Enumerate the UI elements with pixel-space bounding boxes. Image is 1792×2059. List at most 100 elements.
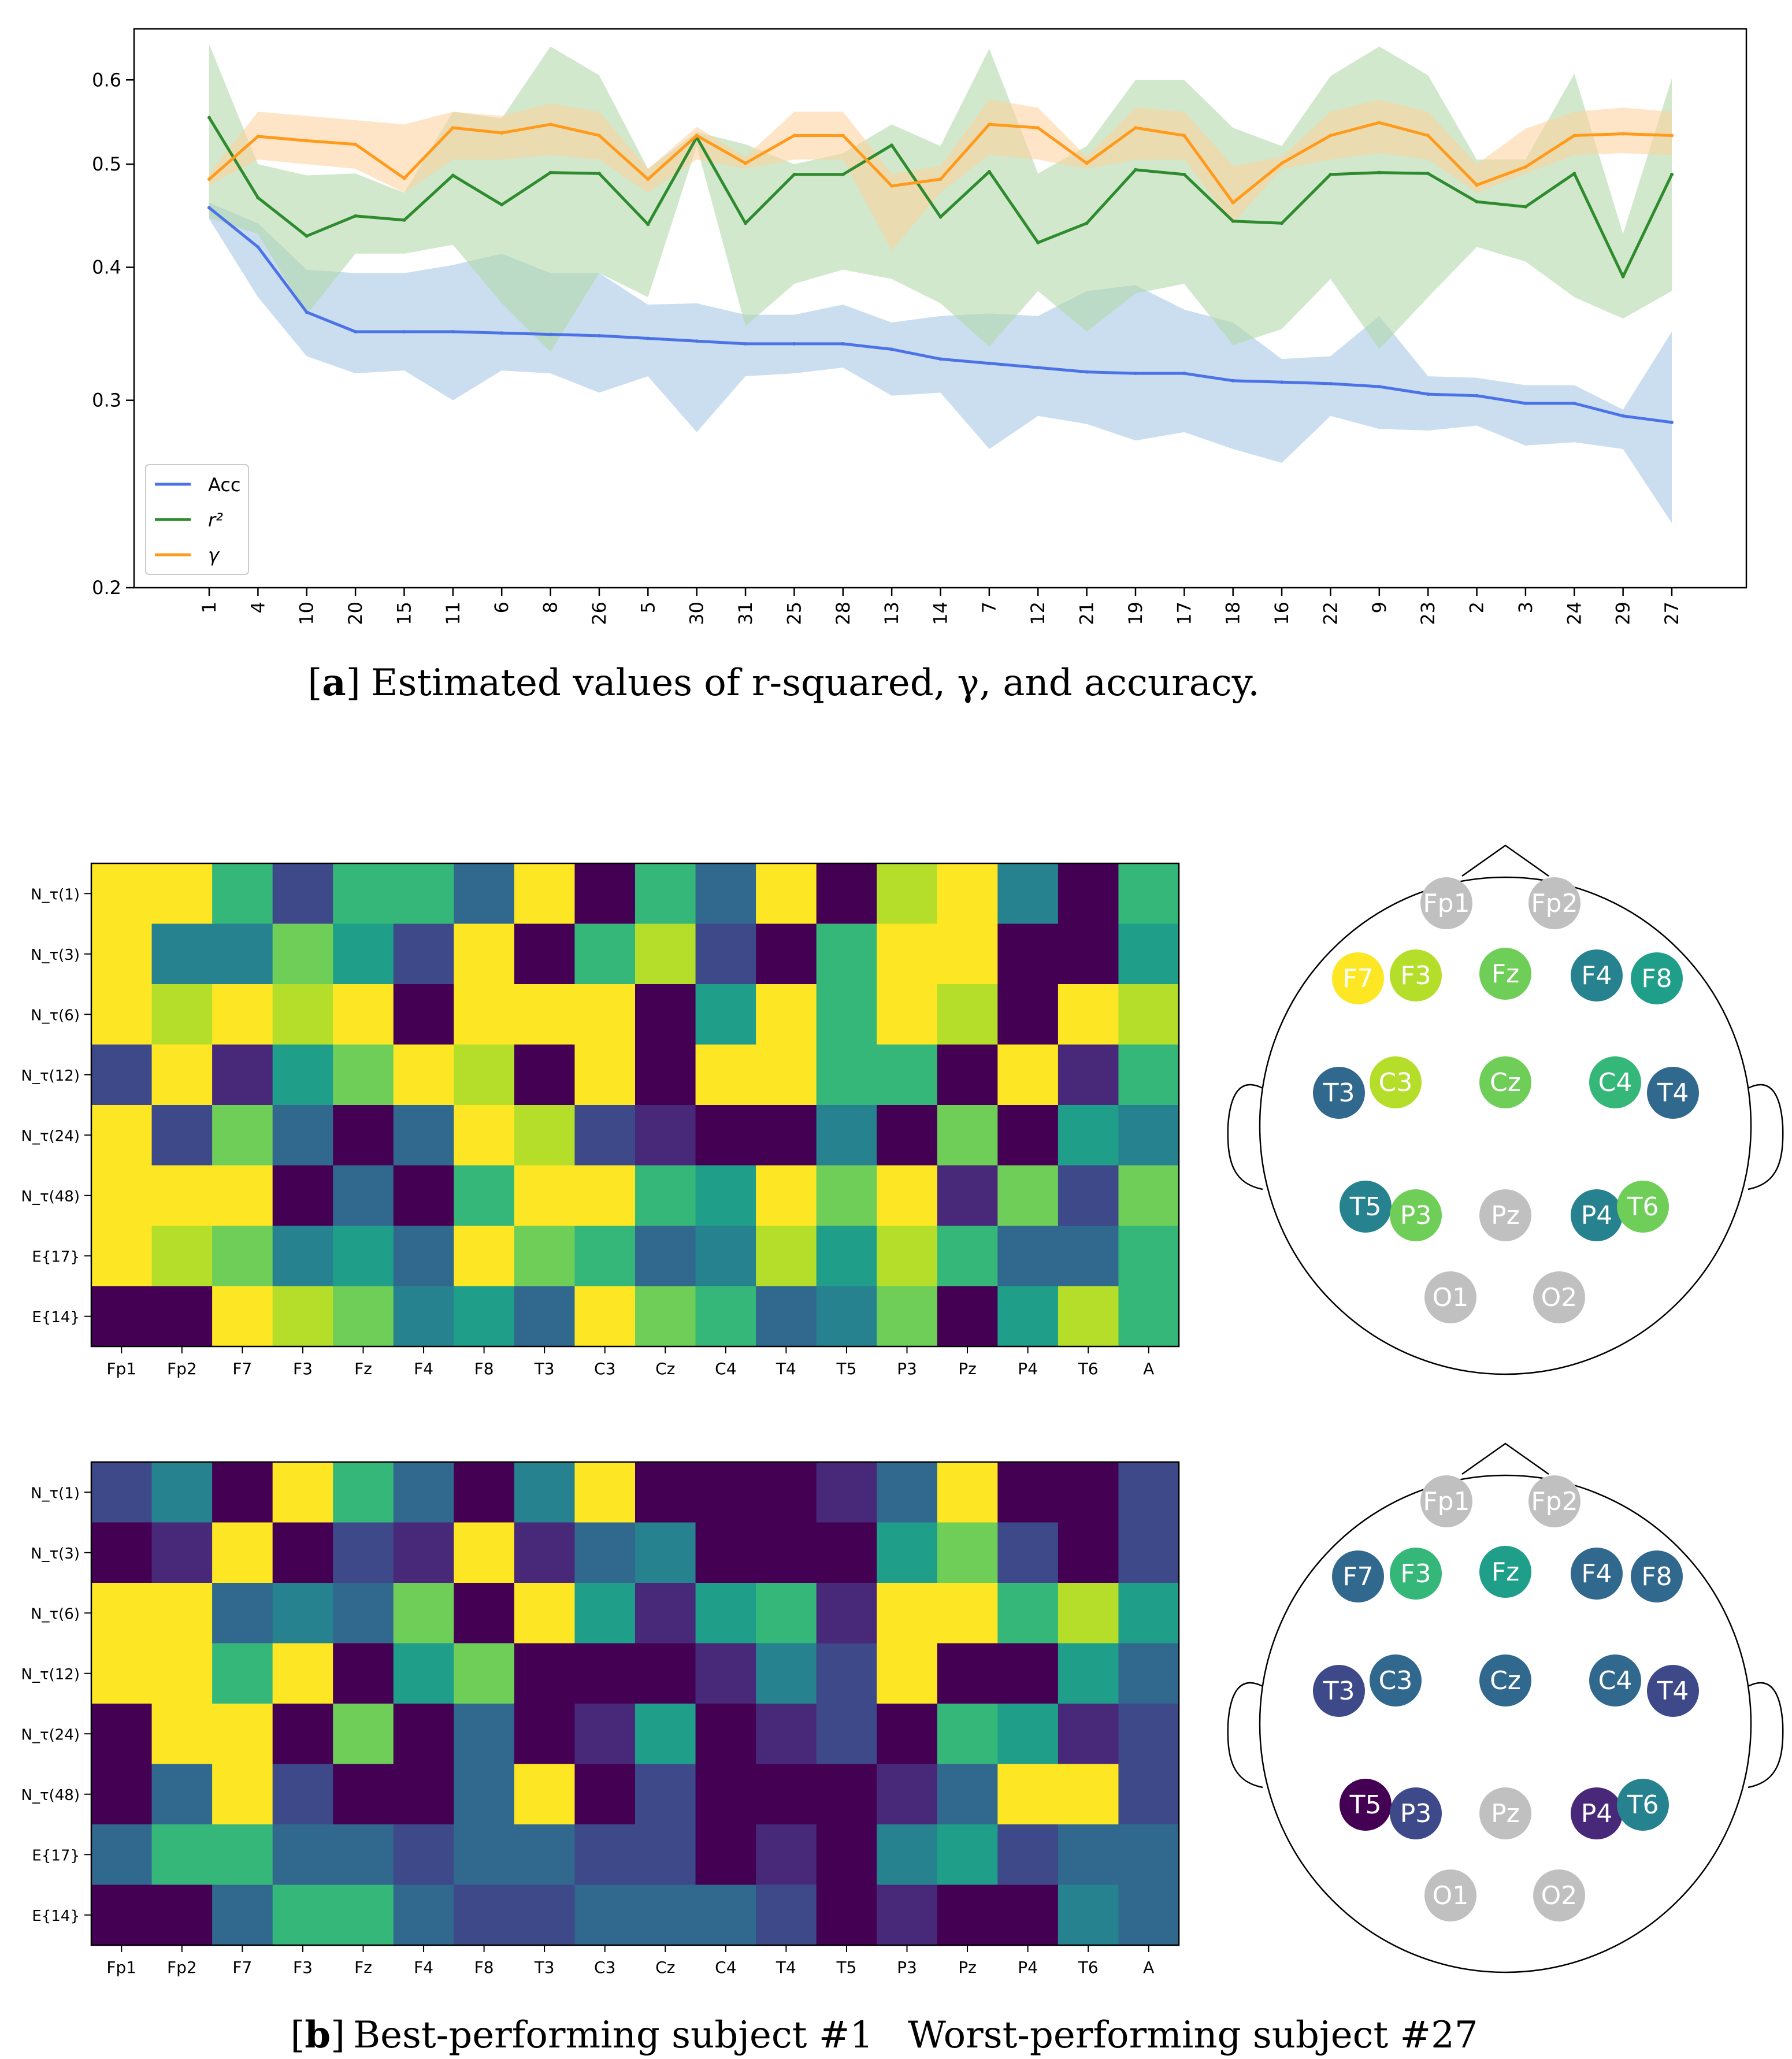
cell-N_τ(1)-P3 [877,863,938,925]
cell-E{17}-T3 [514,1824,576,1886]
point-Acc-29 [1621,414,1625,418]
cell-N_τ(6)-F4 [393,984,454,1045]
column-label: F3 [293,1359,313,1378]
cell-E{17}-T4 [756,1824,817,1886]
point-gamma-6 [500,131,504,135]
cell-N_τ(48)-A [1118,1764,1179,1825]
caption-b-bracket-open: [ [290,2014,305,2057]
cell-N_τ(48)-Cz [635,1764,696,1825]
electrode-Fp1 [1420,1475,1472,1527]
cell-N_τ(1)-F4 [393,863,454,925]
cell-N_τ(6)-T4 [756,984,817,1045]
cell-E{14}-P3 [877,1286,938,1347]
cell-N_τ(3)-T5 [816,923,877,985]
electrode-O1 [1424,1869,1476,1921]
cell-E{17}-P4 [997,1824,1059,1886]
x-tick-label: 19 [1125,602,1147,625]
cell-N_τ(6)-F8 [454,1583,515,1644]
cell-E{17}-Fz [333,1824,394,1886]
electrode-label: T5 [1349,1192,1382,1222]
cell-N_τ(48)-T3 [514,1764,576,1825]
cell-E{14}-T4 [756,1286,817,1347]
cell-N_τ(24)-Pz [937,1105,998,1166]
point-r2-24 [1572,172,1576,176]
cell-E{14}-Fp1 [91,1884,153,1946]
point-r2-25 [792,172,796,176]
cell-N_τ(1)-A [1118,863,1179,925]
row-label: N_τ(48) [21,1787,80,1804]
cell-N_τ(48)-F4 [393,1165,454,1226]
cell-E{17}-T6 [1058,1226,1119,1287]
electrode-label: Fp2 [1531,889,1578,918]
cell-N_τ(12)-A [1118,1643,1179,1704]
cell-N_τ(12)-Cz [635,1643,696,1704]
row-label: E{17} [32,1847,80,1864]
electrode-F4 [1571,949,1623,1001]
electrode-label: Cz [1490,1666,1521,1696]
cell-N_τ(1)-P4 [997,1462,1059,1523]
cell-N_τ(48)-F7 [212,1764,273,1825]
cell-N_τ(48)-C4 [695,1764,756,1825]
cell-N_τ(3)-Pz [937,1522,998,1583]
electrode-label: T3 [1323,1676,1355,1706]
cell-E{14}-A [1118,1884,1179,1946]
cell-N_τ(6)-Cz [635,1583,696,1644]
point-gamma-2 [1475,183,1479,187]
electrode-label: O1 [1433,1283,1469,1312]
electrode-label: F3 [1400,961,1431,990]
column-label: P4 [1018,1958,1038,1977]
cell-E{14}-T3 [514,1884,576,1946]
column-label: P3 [897,1958,917,1977]
point-Acc-9 [1377,385,1381,388]
cell-N_τ(24)-F4 [393,1704,454,1765]
cell-N_τ(3)-C3 [574,923,636,985]
cell-N_τ(3)-T3 [514,923,576,985]
cell-N_τ(24)-F3 [272,1105,333,1166]
y-tick-label: 0.6 [92,69,121,91]
column-label: A [1143,1958,1154,1977]
cell-N_τ(6)-A [1118,1583,1179,1644]
cell-N_τ(3)-F3 [272,1522,333,1583]
electrode-label: Pz [1491,1201,1520,1230]
nose-outline [1461,844,1549,877]
point-r2-13 [890,143,894,147]
cell-N_τ(1)-F3 [272,863,333,925]
electrode-P3 [1390,1787,1442,1839]
x-tick-label: 31 [734,602,756,625]
cell-N_τ(12)-F7 [212,1044,273,1105]
cell-E{14}-F3 [272,1884,333,1946]
cell-N_τ(24)-Pz [937,1704,998,1765]
cell-N_τ(6)-F7 [212,984,273,1045]
cell-N_τ(6)-Fz [333,1583,394,1644]
cell-N_τ(12)-T5 [816,1044,877,1105]
cell-N_τ(48)-P3 [877,1764,938,1825]
cell-N_τ(6)-Fp2 [151,984,213,1045]
cell-N_τ(48)-Cz [635,1165,696,1226]
column-label: F4 [414,1958,433,1977]
electrode-label: Fz [1492,959,1519,989]
point-r2-11 [451,173,455,177]
cell-E{14}-T6 [1058,1884,1119,1946]
cell-N_τ(6)-P4 [997,984,1059,1045]
column-label: Fz [354,1958,372,1977]
cell-N_τ(24)-C4 [695,1105,756,1166]
electrode-Fp2 [1528,877,1580,929]
cell-N_τ(12)-T6 [1058,1044,1119,1105]
electrode-label: P4 [1581,1201,1613,1230]
cell-N_τ(3)-T4 [756,1522,817,1583]
cell-E{14}-F7 [212,1286,273,1347]
electrode-F7 [1332,952,1384,1004]
cell-N_τ(12)-C4 [695,1044,756,1105]
column-label: C4 [715,1359,736,1378]
point-Acc-8 [548,332,552,336]
cell-E{14}-Fp2 [151,1884,213,1946]
cell-E{14}-T4 [756,1884,817,1946]
electrode-label: T5 [1349,1790,1382,1820]
electrode-label: P4 [1581,1799,1613,1828]
point-Acc-6 [500,331,504,335]
electrode-C4 [1589,1056,1641,1108]
electrode-T4 [1647,1665,1699,1717]
x-tick-label: 30 [686,602,708,625]
column-label: P4 [1018,1359,1038,1378]
cell-E{17}-T6 [1058,1824,1119,1886]
